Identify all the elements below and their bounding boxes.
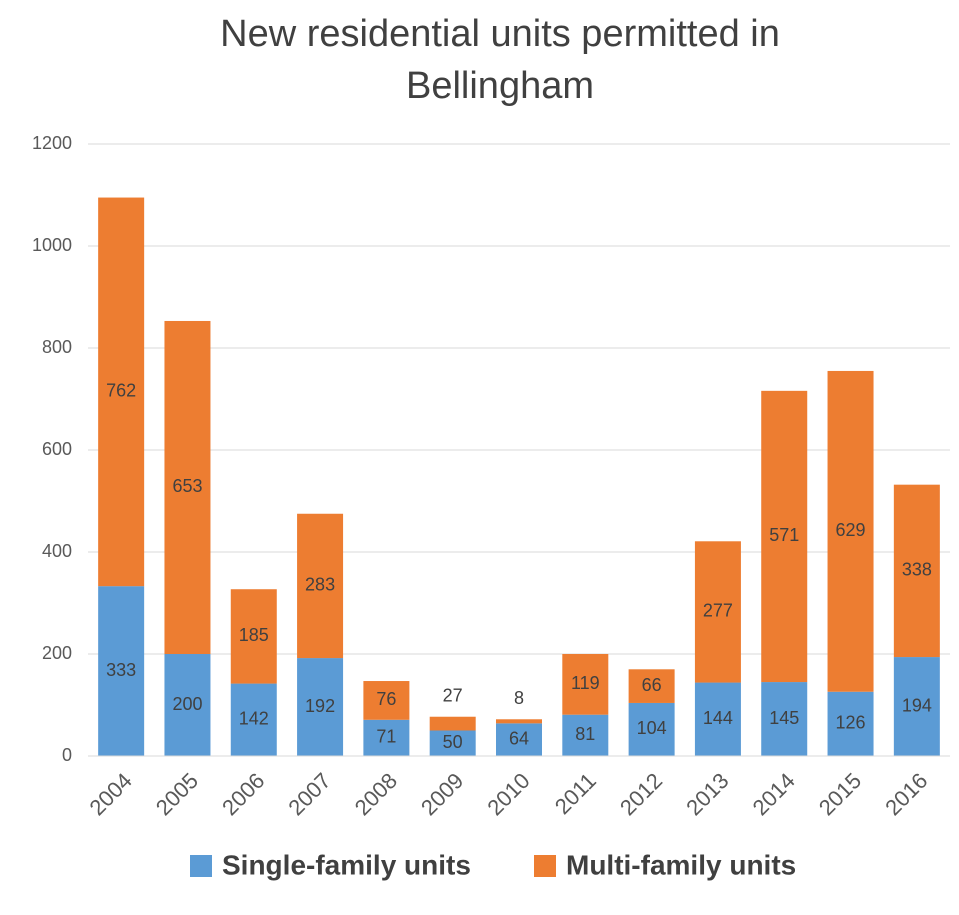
- y-tick-label: 1000: [32, 235, 72, 255]
- x-tick-label: 2004: [85, 768, 137, 820]
- x-tick-label: 2015: [814, 768, 866, 820]
- data-label: 119: [571, 673, 600, 693]
- data-label: 126: [836, 713, 866, 733]
- x-tick-label: 2006: [217, 768, 269, 820]
- data-label: 81: [575, 724, 595, 744]
- x-tick-label: 2011: [550, 768, 601, 819]
- bar-segment: [893, 657, 940, 756]
- x-tick-label: 2009: [416, 768, 468, 820]
- bar-segment: [297, 658, 344, 756]
- data-label: 283: [305, 575, 335, 595]
- x-tick-label: 2014: [748, 768, 800, 820]
- bar-segment: [496, 719, 542, 724]
- data-label: 200: [172, 694, 202, 714]
- bar-segment: [164, 320, 211, 654]
- y-tick-label: 1200: [32, 133, 72, 153]
- data-label: 333: [106, 660, 136, 680]
- data-label: 144: [703, 708, 733, 728]
- data-label: 145: [769, 708, 799, 728]
- data-label: 277: [703, 601, 733, 621]
- data-label: 192: [305, 696, 335, 716]
- data-label: 66: [642, 675, 662, 695]
- x-tick-label: 2013: [681, 768, 733, 820]
- bar-segment: [98, 586, 145, 756]
- y-tick-label: 800: [42, 337, 72, 357]
- bar-segment: [827, 370, 874, 692]
- data-label: 71: [376, 727, 396, 747]
- bar-segment: [562, 654, 609, 715]
- bar-segment: [893, 484, 940, 658]
- bar-segment: [363, 681, 410, 720]
- x-tick-label: 2005: [151, 768, 203, 820]
- chart-title: New residential units permitted in Belli…: [220, 13, 780, 107]
- data-label: 104: [637, 718, 667, 738]
- data-label: 653: [172, 476, 202, 496]
- data-label: 8: [514, 688, 524, 708]
- bar-segment: [827, 691, 874, 756]
- bar-segment: [429, 730, 476, 756]
- legend-label: Single-family units: [222, 849, 471, 880]
- data-label: 185: [239, 625, 269, 645]
- legend-swatch: [534, 855, 556, 877]
- y-tick-label: 400: [42, 541, 72, 561]
- legend-label: Multi-family units: [566, 849, 796, 880]
- data-label: 629: [836, 520, 866, 540]
- y-tick-label: 600: [42, 439, 72, 459]
- bar-segment: [297, 513, 344, 659]
- bar-segment: [761, 682, 808, 756]
- y-tick-label: 0: [62, 745, 72, 765]
- data-label: 76: [376, 689, 396, 709]
- bar-segment: [230, 683, 277, 756]
- bar-segment: [164, 654, 211, 756]
- data-label: 762: [106, 381, 136, 401]
- data-label: 50: [443, 732, 463, 752]
- bar-segment: [761, 390, 808, 683]
- data-label: 142: [239, 709, 269, 729]
- data-label: 27: [443, 685, 463, 705]
- bar-segment: [694, 541, 741, 683]
- x-tick-label: 2012: [615, 768, 667, 820]
- bar-segment: [628, 669, 675, 703]
- bar-segment: [628, 702, 675, 756]
- x-tick-label: 2008: [350, 768, 402, 820]
- bar-segment: [230, 589, 277, 684]
- bar-segment: [562, 714, 609, 756]
- data-label: 64: [509, 728, 529, 748]
- legend-swatch: [190, 855, 212, 877]
- bar-segment: [496, 723, 542, 756]
- x-tick-label: 2007: [283, 768, 335, 820]
- data-label: 194: [902, 695, 932, 715]
- data-label: 338: [902, 560, 932, 580]
- data-label: 571: [769, 525, 799, 545]
- y-tick-label: 200: [42, 643, 72, 663]
- bar-segment: [429, 716, 476, 731]
- bar-segment: [98, 197, 145, 587]
- x-tick-label: 2010: [482, 768, 534, 820]
- bar-segment: [363, 719, 410, 756]
- bar-segment: [694, 682, 741, 756]
- x-tick-label: 2016: [880, 768, 932, 820]
